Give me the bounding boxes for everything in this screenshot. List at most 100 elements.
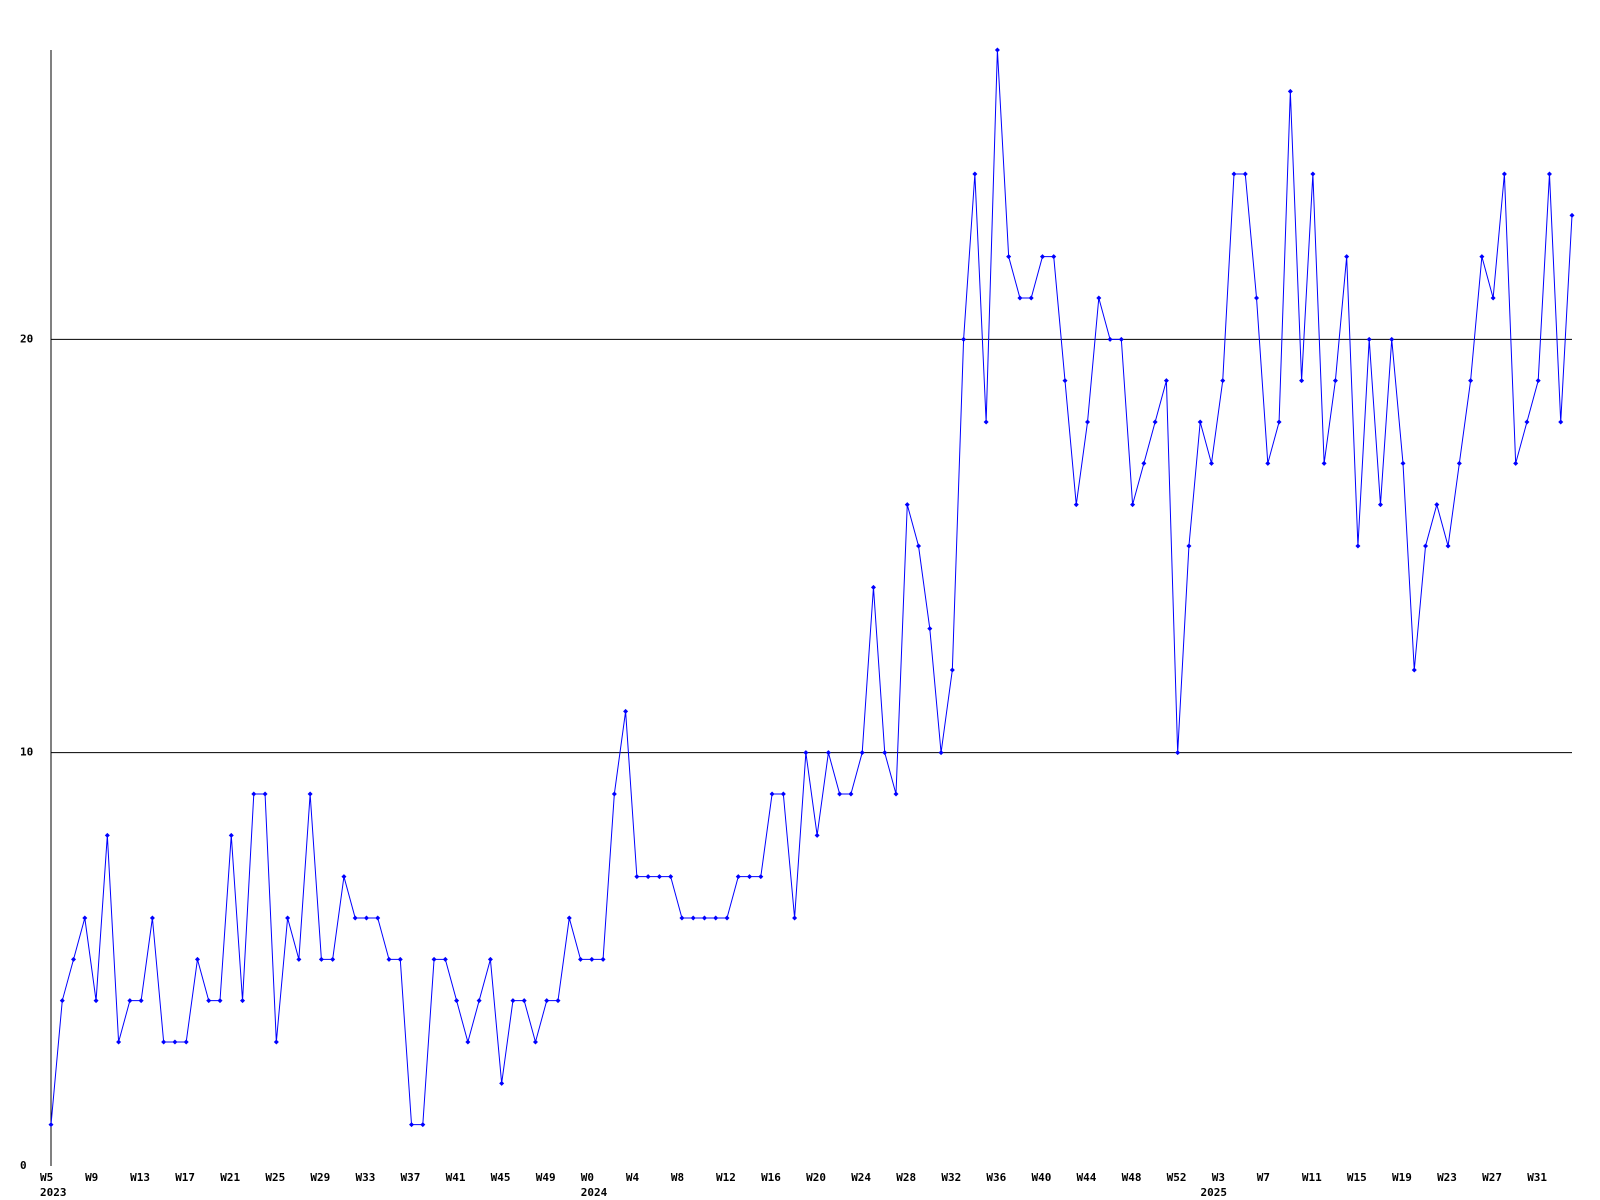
- y-tick-label: 0: [20, 1159, 27, 1172]
- point: [82, 915, 88, 921]
- point: [1456, 460, 1462, 466]
- x-tick-label: W4: [626, 1171, 640, 1184]
- point: [679, 915, 685, 921]
- point: [1321, 460, 1327, 466]
- point: [1389, 336, 1395, 342]
- point: [138, 998, 144, 1004]
- point: [1366, 336, 1372, 342]
- x-tick-label: W25: [265, 1171, 285, 1184]
- x-tick-label: W45: [491, 1171, 511, 1184]
- point: [431, 956, 437, 962]
- point: [1355, 543, 1361, 549]
- point: [59, 998, 65, 1004]
- point: [93, 998, 99, 1004]
- point: [837, 791, 843, 797]
- point: [217, 998, 223, 1004]
- point: [1535, 378, 1541, 384]
- point: [465, 1039, 471, 1045]
- point: [994, 47, 1000, 53]
- point: [1118, 336, 1124, 342]
- point: [623, 708, 629, 714]
- x-tick-label: W9: [85, 1171, 98, 1184]
- point: [341, 874, 347, 880]
- x-tick-label: W11: [1302, 1171, 1322, 1184]
- point: [397, 956, 403, 962]
- point: [499, 1080, 505, 1086]
- point: [555, 998, 561, 1004]
- point: [228, 832, 234, 838]
- point: [668, 874, 674, 880]
- point: [1513, 460, 1519, 466]
- x-tick-label: W15: [1347, 1171, 1367, 1184]
- point: [814, 832, 820, 838]
- point: [240, 998, 246, 1004]
- point: [330, 956, 336, 962]
- point: [690, 915, 696, 921]
- point: [1468, 378, 1474, 384]
- point: [1287, 88, 1293, 94]
- point: [532, 1039, 538, 1045]
- point: [307, 791, 313, 797]
- point: [1242, 171, 1248, 177]
- point: [1085, 419, 1091, 425]
- point: [1152, 419, 1158, 425]
- x-tick-label: W37: [401, 1171, 421, 1184]
- point: [273, 1039, 279, 1045]
- point: [1220, 378, 1226, 384]
- x-tick-label: W48: [1122, 1171, 1142, 1184]
- x-tick-label: W40: [1031, 1171, 1051, 1184]
- x-tick-label: W32: [941, 1171, 961, 1184]
- point: [1411, 667, 1417, 673]
- point: [1479, 254, 1485, 260]
- point: [589, 956, 595, 962]
- point: [870, 584, 876, 590]
- point: [510, 998, 516, 1004]
- year-label: 2023: [40, 1186, 67, 1199]
- y-tick-label: 10: [20, 746, 33, 759]
- x-tick-label: W31: [1527, 1171, 1547, 1184]
- point: [1501, 171, 1507, 177]
- x-tick-label: W19: [1392, 1171, 1412, 1184]
- point: [1558, 419, 1564, 425]
- point: [206, 998, 212, 1004]
- point: [161, 1039, 167, 1045]
- y-tick-label: 20: [20, 332, 33, 345]
- x-tick-label: W13: [130, 1171, 150, 1184]
- x-tick-label: W17: [175, 1171, 195, 1184]
- point: [375, 915, 381, 921]
- point: [1197, 419, 1203, 425]
- x-tick-label: W7: [1257, 1171, 1270, 1184]
- point: [882, 750, 888, 756]
- point: [127, 998, 133, 1004]
- year-label: 2025: [1200, 1186, 1227, 1199]
- point: [1163, 378, 1169, 384]
- point: [194, 956, 200, 962]
- point: [600, 956, 606, 962]
- point: [285, 915, 291, 921]
- point: [701, 915, 707, 921]
- point: [1344, 254, 1350, 260]
- point: [104, 832, 110, 838]
- point: [803, 750, 809, 756]
- point: [1400, 460, 1406, 466]
- x-tick-label: W49: [536, 1171, 556, 1184]
- point: [487, 956, 493, 962]
- point: [566, 915, 572, 921]
- x-tick-label: W44: [1077, 1171, 1097, 1184]
- point: [521, 998, 527, 1004]
- point: [116, 1039, 122, 1045]
- point: [1569, 212, 1575, 218]
- point: [183, 1039, 189, 1045]
- point: [420, 1122, 426, 1128]
- point: [1028, 295, 1034, 301]
- point: [848, 791, 854, 797]
- point: [1186, 543, 1192, 549]
- point: [1051, 254, 1057, 260]
- point: [1141, 460, 1147, 466]
- point: [1175, 750, 1181, 756]
- point: [656, 874, 662, 880]
- point: [769, 791, 775, 797]
- x-tick-label: W23: [1437, 1171, 1457, 1184]
- x-tick-label: W20: [806, 1171, 826, 1184]
